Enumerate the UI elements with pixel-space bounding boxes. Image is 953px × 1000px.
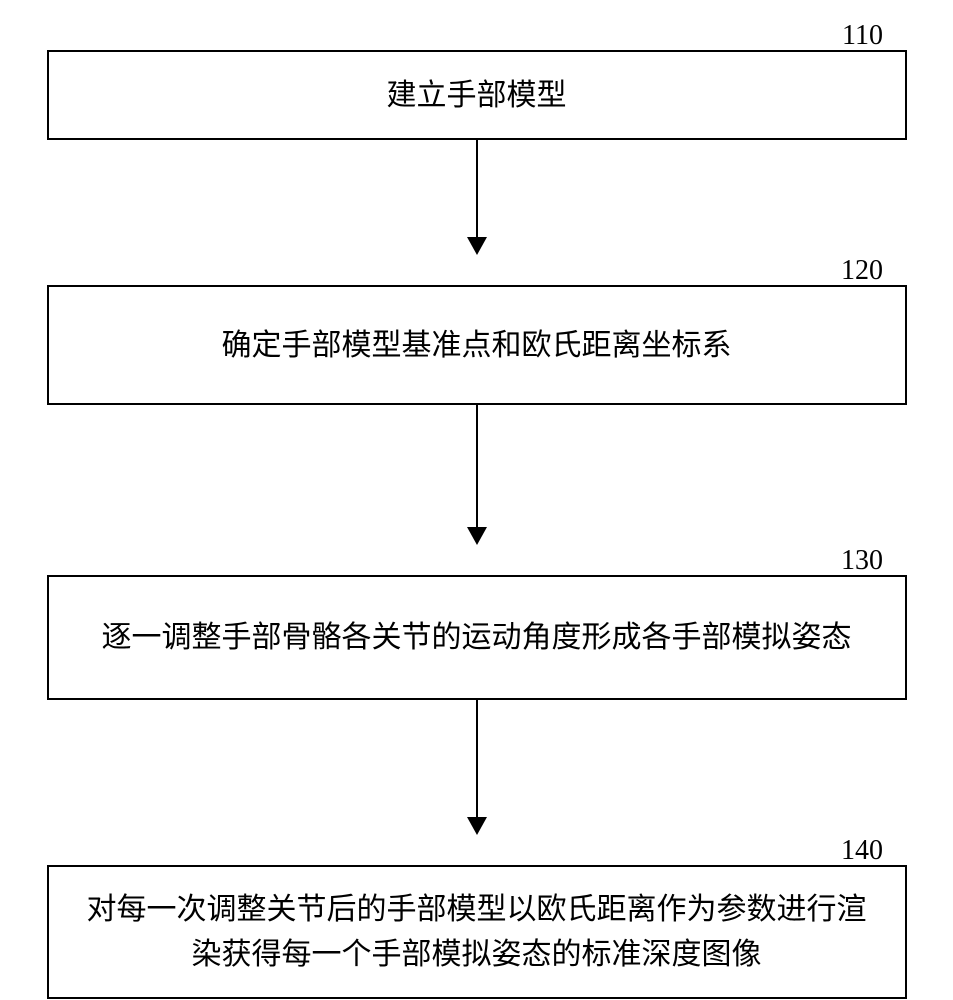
step-3-box: 逐一调整手部骨骼各关节的运动角度形成各手部模拟姿态	[47, 575, 907, 700]
step-4-text: 对每一次调整关节后的手部模型以欧氏距离作为参数进行渲染获得每一个手部模拟姿态的标…	[79, 887, 875, 977]
step-2-text: 确定手部模型基准点和欧氏距离坐标系	[222, 323, 732, 368]
arrow-2-line	[476, 405, 478, 527]
step-3-number: 130	[841, 545, 883, 577]
flowchart-container: 110 建立手部模型 120 确定手部模型基准点和欧氏距离坐标系 130 逐一调…	[40, 20, 913, 999]
arrow-3-line	[476, 700, 478, 817]
step-2-number: 120	[841, 255, 883, 287]
arrow-3	[467, 700, 487, 835]
step-4-number: 140	[841, 835, 883, 867]
step-2-box: 确定手部模型基准点和欧氏距离坐标系	[47, 285, 907, 405]
step-4-box: 对每一次调整关节后的手部模型以欧氏距离作为参数进行渲染获得每一个手部模拟姿态的标…	[47, 865, 907, 999]
step-2: 120 确定手部模型基准点和欧氏距离坐标系	[40, 285, 913, 405]
step-1: 110 建立手部模型	[40, 50, 913, 140]
arrow-1-head	[467, 237, 487, 255]
step-1-number: 110	[842, 20, 883, 52]
arrow-2	[467, 405, 487, 545]
step-3: 130 逐一调整手部骨骼各关节的运动角度形成各手部模拟姿态	[40, 575, 913, 700]
step-4: 140 对每一次调整关节后的手部模型以欧氏距离作为参数进行渲染获得每一个手部模拟…	[40, 865, 913, 999]
arrow-1	[467, 140, 487, 255]
arrow-3-head	[467, 817, 487, 835]
step-3-text: 逐一调整手部骨骼各关节的运动角度形成各手部模拟姿态	[102, 615, 852, 660]
step-1-text: 建立手部模型	[387, 73, 567, 118]
arrow-1-line	[476, 140, 478, 237]
step-1-box: 建立手部模型	[47, 50, 907, 140]
arrow-2-head	[467, 527, 487, 545]
